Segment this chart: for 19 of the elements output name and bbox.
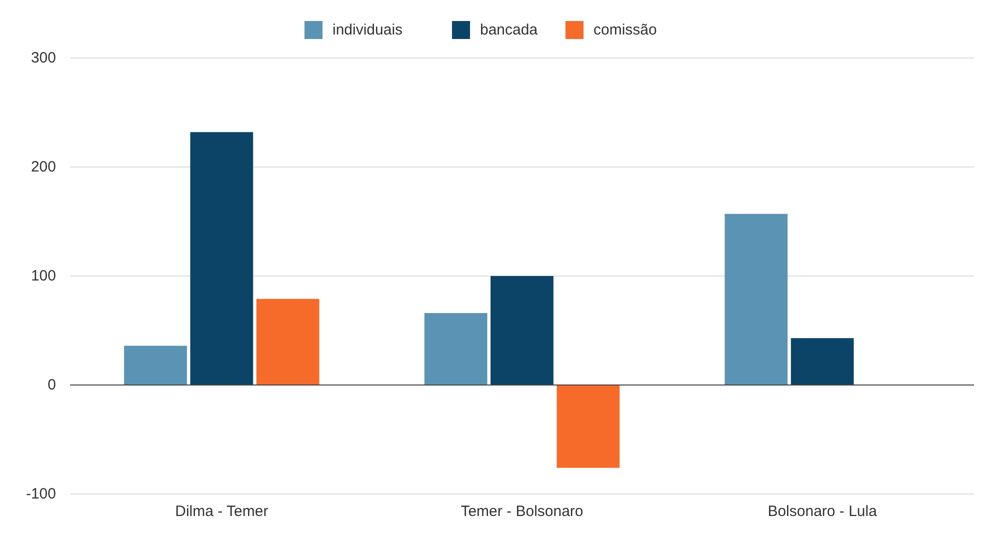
y-tick-label: -100 — [26, 486, 56, 502]
bar — [490, 276, 554, 385]
x-tick-label: Bolsonaro - Lula — [768, 503, 878, 520]
bar — [256, 298, 320, 385]
bar — [790, 338, 854, 385]
y-tick-label: 100 — [30, 268, 56, 284]
x-tick-label: Temer - Bolsonaro — [460, 503, 584, 520]
bar — [724, 214, 788, 385]
bar — [556, 385, 620, 468]
y-tick-label: 200 — [30, 158, 56, 176]
legend-label: bancada — [480, 22, 538, 38]
legend-label: comissão — [594, 22, 657, 38]
bar — [424, 313, 488, 385]
y-tick-label: 0 — [48, 376, 56, 394]
y-tick-label: 300 — [30, 50, 56, 66]
bar — [190, 132, 254, 385]
bar — [124, 346, 187, 385]
x-tick-label: Dilma - Temer — [175, 503, 268, 520]
legend-label: individuais — [332, 22, 403, 38]
